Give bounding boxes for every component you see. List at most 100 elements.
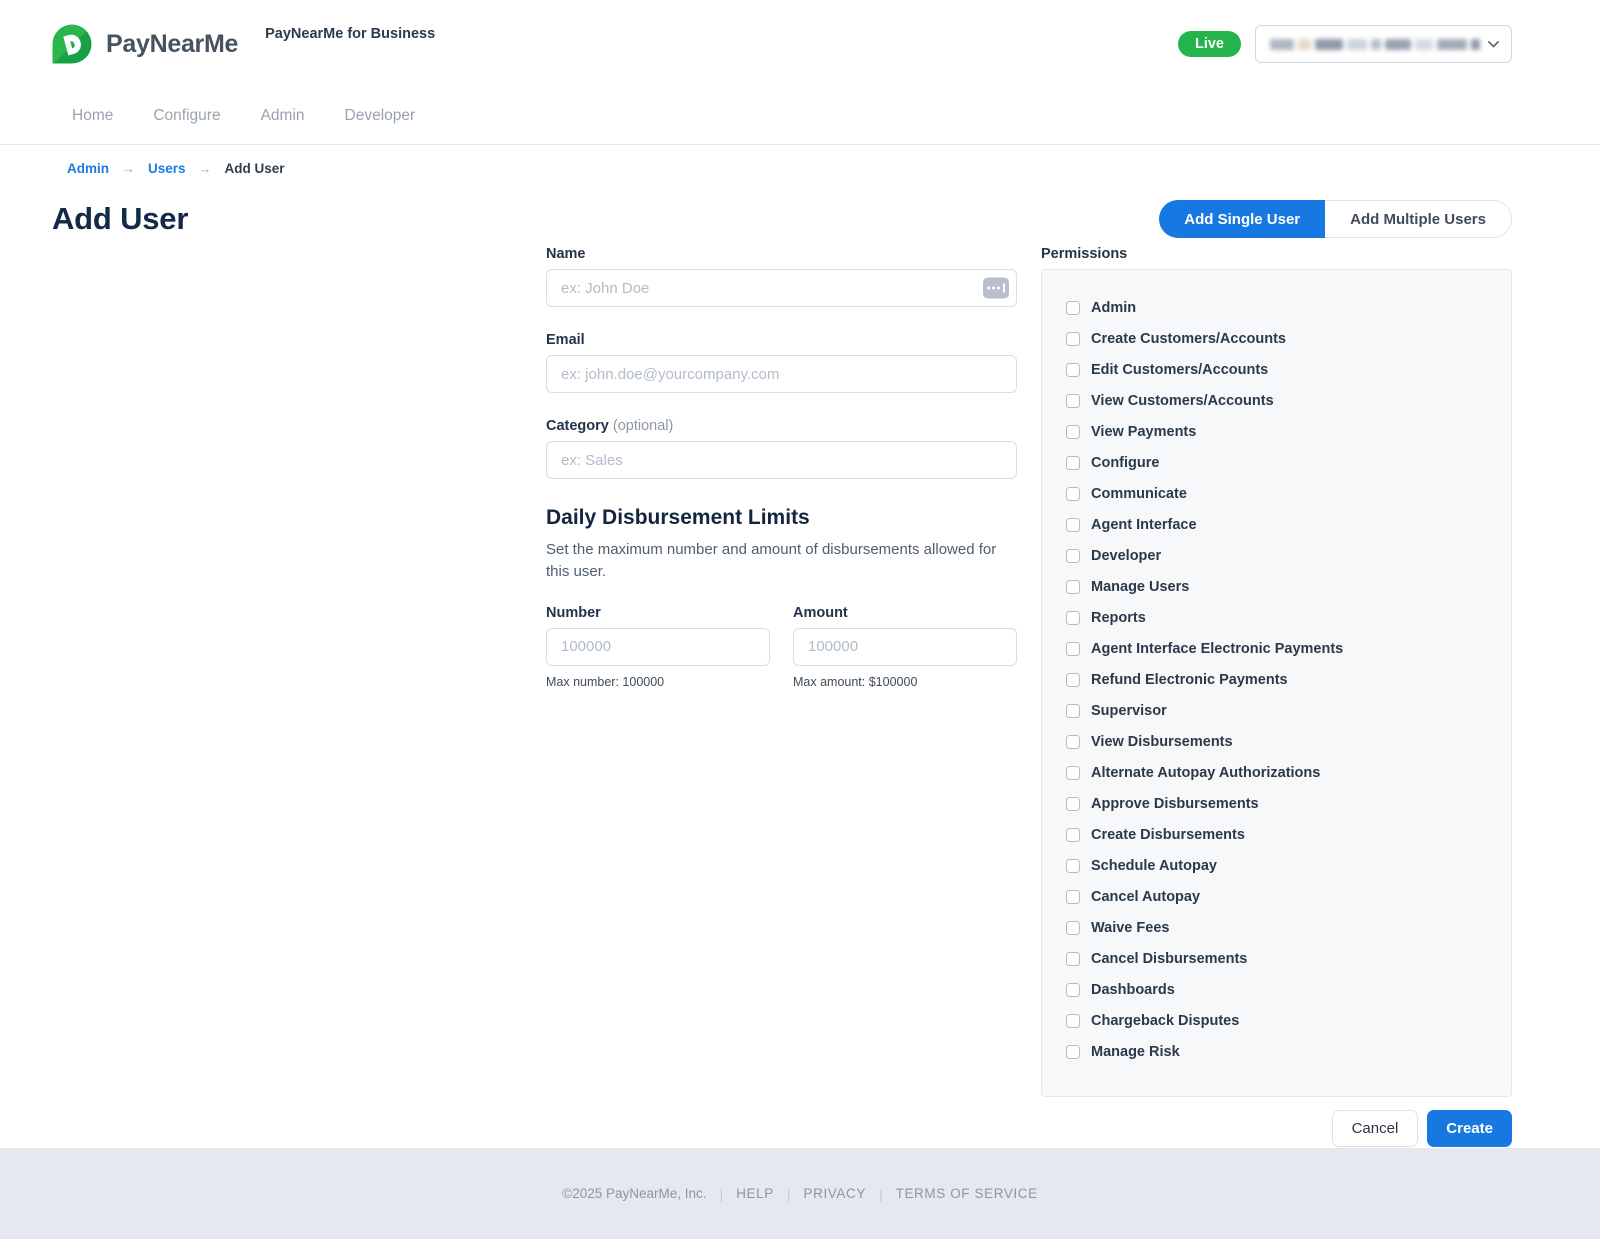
create-button[interactable]: Create (1427, 1110, 1512, 1147)
permission-row-manage-risk[interactable]: Manage Risk (1066, 1044, 1487, 1060)
permission-row-edit-customers-accounts[interactable]: Edit Customers/Accounts (1066, 362, 1487, 378)
permission-checkbox-supervisor[interactable] (1066, 704, 1080, 718)
permission-checkbox-agent-interface-electronic-payments[interactable] (1066, 642, 1080, 656)
permission-label-create-customers-accounts: Create Customers/Accounts (1091, 331, 1286, 347)
permission-label-agent-interface-electronic-payments: Agent Interface Electronic Payments (1091, 641, 1344, 657)
permission-row-create-customers-accounts[interactable]: Create Customers/Accounts (1066, 331, 1487, 347)
permission-checkbox-admin[interactable] (1066, 301, 1080, 315)
permission-row-alternate-autopay-authorizations[interactable]: Alternate Autopay Authorizations (1066, 765, 1487, 781)
permission-row-cancel-disbursements[interactable]: Cancel Disbursements (1066, 951, 1487, 967)
number-input[interactable] (546, 627, 770, 666)
permission-checkbox-manage-risk[interactable] (1066, 1045, 1080, 1059)
permission-label-alternate-autopay-authorizations: Alternate Autopay Authorizations (1091, 765, 1321, 781)
permission-row-dashboards[interactable]: Dashboards (1066, 982, 1487, 998)
max-amount-helper: Max amount: $100000 (793, 674, 918, 689)
permission-row-developer[interactable]: Developer (1066, 548, 1487, 564)
permission-checkbox-view-disbursements[interactable] (1066, 735, 1080, 749)
max-number-helper: Max number: 100000 (546, 674, 665, 689)
permission-row-configure[interactable]: Configure (1066, 455, 1487, 471)
account-selector-dropdown[interactable] (1255, 25, 1512, 63)
footer-divider: | (878, 1185, 883, 1202)
permission-checkbox-approve-disbursements[interactable] (1066, 797, 1080, 811)
permission-checkbox-create-customers-accounts[interactable] (1066, 332, 1080, 346)
breadcrumb-users[interactable]: Users (148, 161, 186, 176)
amount-input[interactable] (793, 627, 1017, 666)
permission-label-schedule-autopay: Schedule Autopay (1091, 858, 1217, 874)
permission-checkbox-developer[interactable] (1066, 549, 1080, 563)
column-gap (1017, 246, 1041, 1147)
category-input[interactable] (546, 441, 1017, 479)
permission-row-view-payments[interactable]: View Payments (1066, 424, 1487, 440)
nav-item-configure[interactable]: Configure (153, 107, 221, 124)
footer-link-help[interactable]: HELP (736, 1186, 774, 1201)
permission-row-communicate[interactable]: Communicate (1066, 486, 1487, 502)
cancel-button[interactable]: Cancel (1331, 1110, 1419, 1147)
permission-row-reports[interactable]: Reports (1066, 610, 1487, 626)
permission-label-waive-fees: Waive Fees (1091, 920, 1170, 936)
permission-checkbox-agent-interface[interactable] (1066, 518, 1080, 532)
footer-link-privacy[interactable]: PRIVACY (803, 1186, 866, 1201)
breadcrumb-admin[interactable]: Admin (67, 161, 109, 176)
limits-section-description: Set the maximum number and amount of dis… (546, 541, 997, 580)
permission-checkbox-cancel-disbursements[interactable] (1066, 952, 1080, 966)
permission-label-view-payments: View Payments (1091, 424, 1197, 440)
paynearme-logo[interactable]: PayNearMe (48, 20, 238, 68)
email-input[interactable] (546, 355, 1017, 393)
browser-autofill-icon[interactable] (983, 277, 1009, 299)
left-spacer (52, 246, 546, 1147)
permission-row-agent-interface[interactable]: Agent Interface (1066, 517, 1487, 533)
permission-row-manage-users[interactable]: Manage Users (1066, 579, 1487, 595)
permission-row-waive-fees[interactable]: Waive Fees (1066, 920, 1487, 936)
permission-checkbox-dashboards[interactable] (1066, 983, 1080, 997)
permission-checkbox-cancel-autopay[interactable] (1066, 890, 1080, 904)
permissions-panel: Admin Create Customers/Accounts Edit Custo… (1041, 269, 1512, 1097)
limits-section-heading: Daily Disbursement Limits (546, 506, 810, 529)
permission-row-admin[interactable]: Admin (1066, 300, 1487, 316)
nav-item-admin[interactable]: Admin (260, 107, 305, 124)
permission-label-view-customers-accounts: View Customers/Accounts (1091, 393, 1274, 409)
permission-label-supervisor: Supervisor (1091, 703, 1167, 719)
permission-checkbox-waive-fees[interactable] (1066, 921, 1080, 935)
permission-checkbox-alternate-autopay-authorizations[interactable] (1066, 766, 1080, 780)
permission-row-approve-disbursements[interactable]: Approve Disbursements (1066, 796, 1487, 812)
permission-row-view-disbursements[interactable]: View Disbursements (1066, 734, 1487, 750)
permissions-label: Permissions (1041, 246, 1128, 262)
primary-nav: Home Configure Admin Developer (0, 88, 1600, 145)
main-content: Add User Add Single User Add Multiple Us… (0, 176, 1600, 1148)
permission-checkbox-configure[interactable] (1066, 456, 1080, 470)
permission-checkbox-view-customers-accounts[interactable] (1066, 394, 1080, 408)
permission-checkbox-edit-customers-accounts[interactable] (1066, 363, 1080, 377)
permission-checkbox-reports[interactable] (1066, 611, 1080, 625)
permission-label-manage-risk: Manage Risk (1091, 1044, 1180, 1060)
footer-link-terms-of-service[interactable]: TERMS OF SERVICE (895, 1186, 1038, 1201)
permission-checkbox-create-disbursements[interactable] (1066, 828, 1080, 842)
redacted-account-name (1270, 38, 1480, 50)
permission-checkbox-view-payments[interactable] (1066, 425, 1080, 439)
permission-checkbox-schedule-autopay[interactable] (1066, 859, 1080, 873)
nav-item-developer[interactable]: Developer (344, 107, 416, 124)
brand-name: PayNearMe (106, 29, 239, 58)
permission-checkbox-manage-users[interactable] (1066, 580, 1080, 594)
permission-checkbox-chargeback-disputes[interactable] (1066, 1014, 1080, 1028)
product-title: PayNearMe for Business (265, 26, 436, 42)
permission-row-cancel-autopay[interactable]: Cancel Autopay (1066, 889, 1487, 905)
chevron-down-icon (1488, 40, 1499, 47)
amount-label: Amount (793, 604, 848, 621)
permission-label-approve-disbursements: Approve Disbursements (1091, 796, 1259, 812)
permission-row-chargeback-disputes[interactable]: Chargeback Disputes (1066, 1013, 1487, 1029)
page-title: Add User (52, 201, 189, 236)
permission-row-agent-interface-electronic-payments[interactable]: Agent Interface Electronic Payments (1066, 641, 1487, 657)
permission-checkbox-refund-electronic-payments[interactable] (1066, 673, 1080, 687)
permission-row-refund-electronic-payments[interactable]: Refund Electronic Payments (1066, 672, 1487, 688)
add-multiple-users-tab[interactable]: Add Multiple Users (1325, 200, 1512, 238)
permission-checkbox-communicate[interactable] (1066, 487, 1080, 501)
permission-row-view-customers-accounts[interactable]: View Customers/Accounts (1066, 393, 1487, 409)
permission-label-cancel-disbursements: Cancel Disbursements (1091, 951, 1248, 967)
nav-item-home[interactable]: Home (72, 107, 114, 124)
permission-row-supervisor[interactable]: Supervisor (1066, 703, 1487, 719)
permission-row-schedule-autopay[interactable]: Schedule Autopay (1066, 858, 1487, 874)
name-input[interactable] (546, 269, 1017, 307)
add-single-user-tab[interactable]: Add Single User (1159, 200, 1326, 238)
breadcrumb: Admin → Users → Add User (0, 145, 1600, 176)
permission-row-create-disbursements[interactable]: Create Disbursements (1066, 827, 1487, 843)
